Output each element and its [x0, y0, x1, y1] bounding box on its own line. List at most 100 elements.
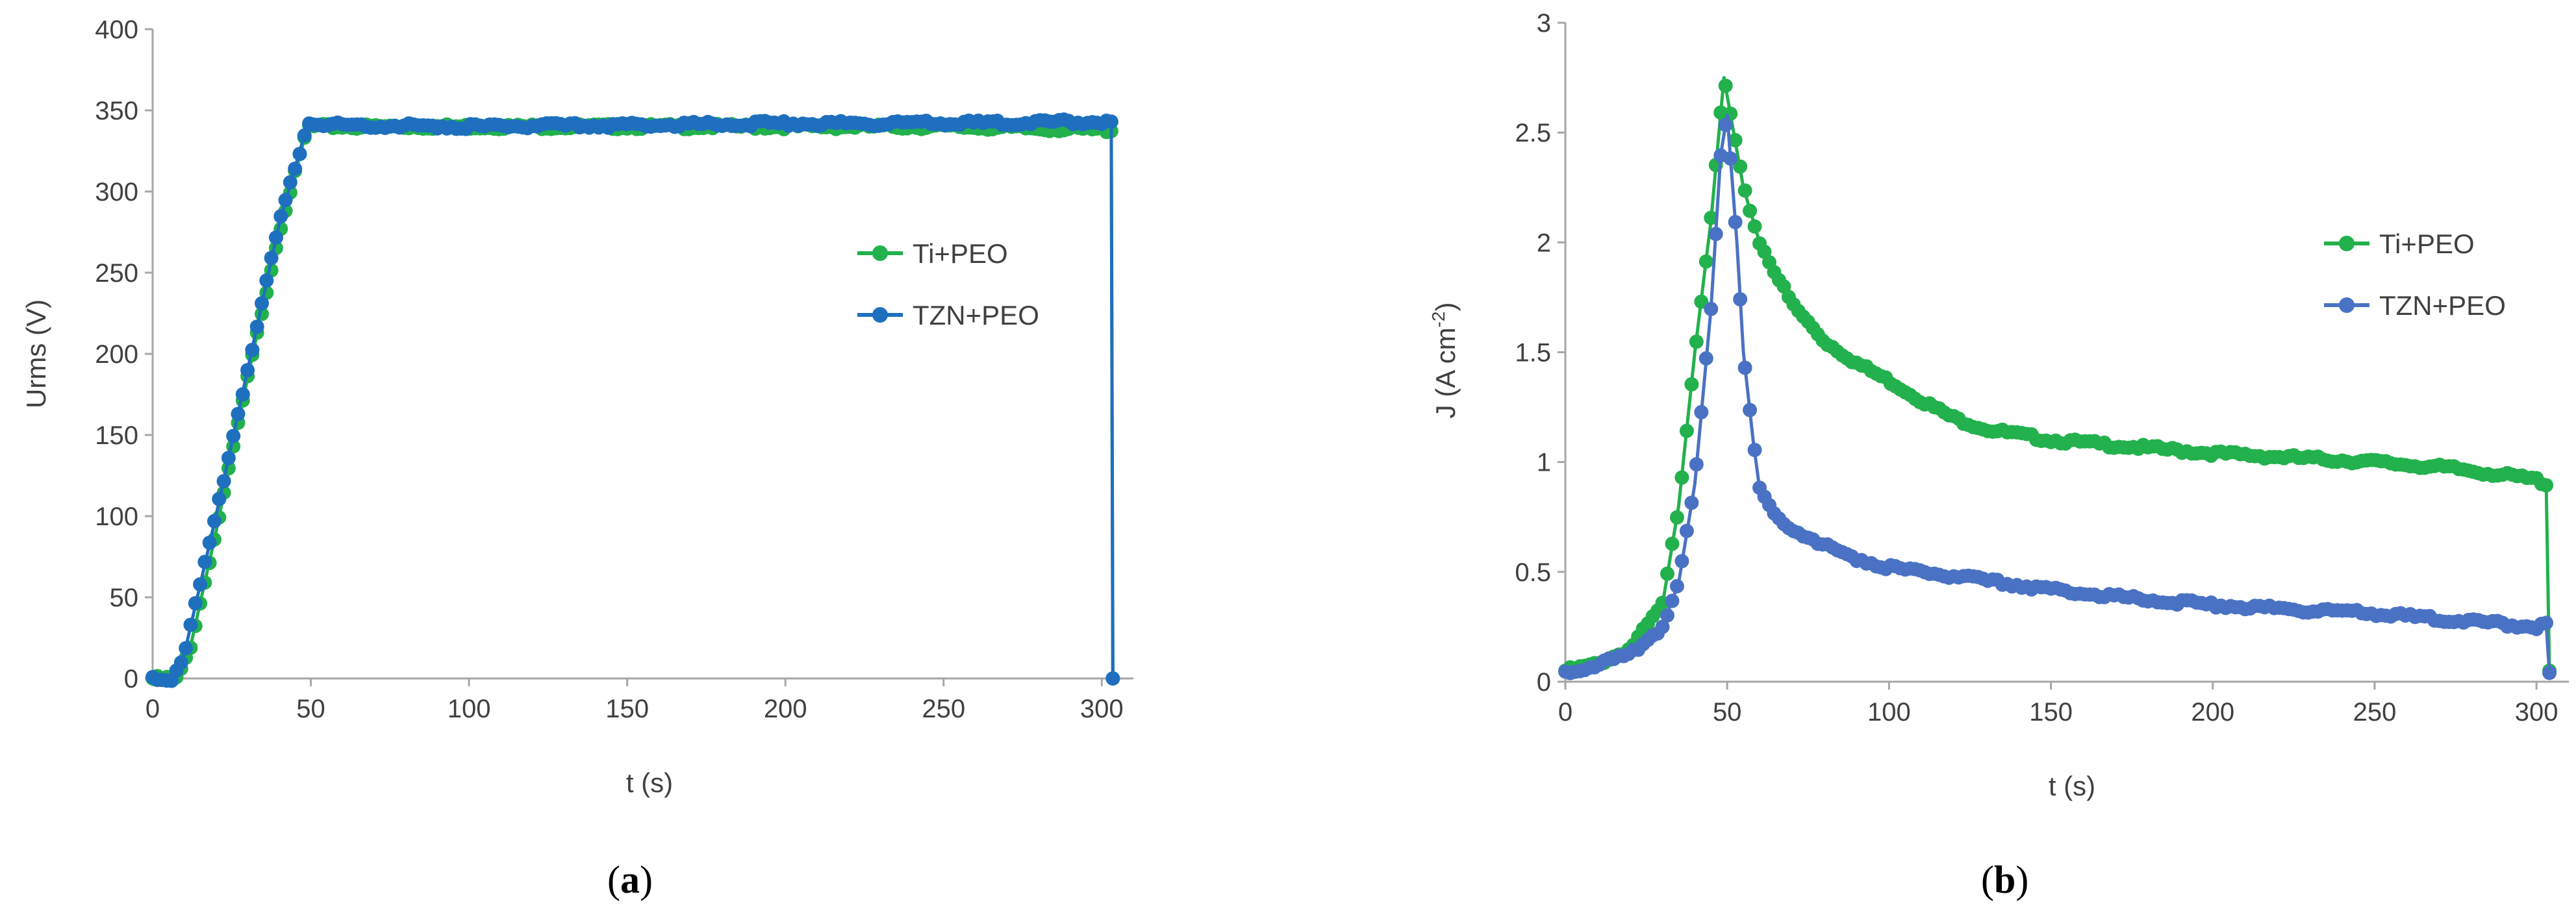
- series-point-ti-peo: [1679, 423, 1694, 438]
- series-point-tzn-peo: [1105, 671, 1120, 686]
- series-point-tzn-peo: [1665, 593, 1680, 608]
- y-tick-label: 0: [124, 665, 138, 693]
- y-tick-label: 150: [95, 421, 138, 450]
- x-tick-label: 200: [764, 695, 807, 723]
- y-axis-label: Urms (V): [21, 299, 51, 408]
- x-tick-label: 150: [605, 695, 649, 723]
- series-point-tzn-peo: [216, 474, 231, 489]
- series-point-tzn-peo: [193, 577, 208, 592]
- series-point-tzn-peo: [1660, 608, 1674, 623]
- series-point-ti-peo: [1728, 132, 1743, 147]
- x-tick-label: 300: [2515, 698, 2558, 727]
- series-point-tzn-peo: [259, 273, 274, 288]
- y-tick-label: 400: [95, 16, 138, 44]
- series-point-tzn-peo: [179, 641, 194, 656]
- series-point-ti-peo: [1747, 219, 1762, 234]
- series-point-tzn-peo: [1728, 215, 1743, 230]
- series-point-tzn-peo: [1694, 404, 1709, 419]
- series-line-tzn-peo: [153, 120, 1115, 680]
- series-point-tzn-peo: [297, 128, 312, 143]
- series-point-tzn-peo: [1669, 578, 1684, 593]
- series-point-tzn-peo: [273, 209, 288, 224]
- series-point-tzn-peo: [1747, 443, 1762, 458]
- series-point-ti-peo: [1689, 334, 1704, 349]
- x-tick-label: 100: [448, 695, 491, 723]
- x-tick-label: 50: [1713, 698, 1742, 727]
- series-point-tzn-peo: [221, 451, 236, 466]
- series-point-tzn-peo: [1689, 457, 1704, 472]
- series-point-ti-peo: [1669, 510, 1684, 525]
- panel-label-a: (a): [607, 858, 653, 901]
- chart-panel-b: 0 0.5 1 1.5 2 2.5 3 0 50 100 150 200 250 300 t (s) J…: [1428, 9, 2569, 901]
- x-axis-label: t (s): [2049, 771, 2095, 801]
- series-point-tzn-peo: [1684, 495, 1699, 510]
- y-tick-label: 250: [95, 259, 138, 288]
- y-tick-label: 50: [110, 584, 139, 612]
- x-axis-label: t (s): [626, 767, 673, 798]
- series-point-tzn-peo: [1674, 554, 1689, 569]
- series-point-tzn-peo: [268, 230, 283, 245]
- series-point-tzn-peo: [1704, 301, 1719, 316]
- series-point-ti-peo: [1684, 377, 1699, 391]
- series-point-tzn-peo: [1698, 351, 1713, 366]
- x-tick-label: 250: [922, 695, 965, 723]
- series-point-ti-peo: [1704, 210, 1719, 225]
- legend-marker-tzn-peo: [872, 307, 888, 323]
- legend-marker-tzn-peo: [2339, 297, 2355, 313]
- series-line-ti-peo: [153, 125, 1115, 680]
- series-point-ti-peo: [1743, 203, 1758, 218]
- series-point-tzn-peo: [2539, 615, 2554, 630]
- series-point-tzn-peo: [249, 319, 264, 334]
- series-point-tzn-peo: [212, 491, 227, 506]
- series-point-tzn-peo: [1723, 151, 1738, 166]
- series-point-ti-peo: [2539, 478, 2554, 493]
- x-tick-label: 50: [296, 695, 325, 723]
- y-tick-label: 1.5: [1515, 339, 1551, 367]
- series-point-tzn-peo: [202, 535, 217, 550]
- panel-label-b: (b): [1981, 858, 2028, 901]
- series-point-tzn-peo: [1708, 227, 1723, 242]
- series-point-ti-peo: [1737, 183, 1752, 198]
- y-axis-label: J (A cm-2): [1428, 303, 1461, 419]
- x-tick-label: 250: [2353, 698, 2397, 727]
- x-tick-label: 0: [145, 695, 160, 723]
- series-point-tzn-peo: [188, 596, 203, 611]
- series-point-tzn-peo: [183, 617, 198, 632]
- legend-label-ti-peo: Ti+PEO: [913, 238, 1008, 269]
- series-point-tzn-peo: [240, 363, 255, 378]
- series-point-tzn-peo: [231, 406, 246, 421]
- series-point-ti-peo: [1660, 566, 1674, 581]
- series-point-tzn-peo: [1679, 523, 1694, 538]
- legend: Ti+PEO TZN+PEO: [2324, 229, 2506, 321]
- series-point-tzn-peo: [235, 387, 250, 402]
- series-point-tzn-peo: [255, 296, 270, 311]
- chart-panel-a: 0 50 100 150 200 250 300 350 400 0 50 100 150 200 250…: [21, 16, 1133, 901]
- legend-marker-ti-peo: [872, 245, 888, 261]
- y-tick-label: 0: [1537, 668, 1551, 697]
- series-point-tzn-peo: [1718, 118, 1733, 132]
- y-tick-label: 200: [95, 340, 138, 369]
- series-point-ti-peo: [1718, 78, 1733, 93]
- series-point-tzn-peo: [207, 514, 221, 528]
- series-point-tzn-peo: [1733, 292, 1748, 306]
- legend-label-ti-peo: Ti+PEO: [2379, 229, 2475, 259]
- y-tick-label: 300: [95, 178, 138, 206]
- series-point-tzn-peo: [1743, 403, 1758, 417]
- series-point-tzn-peo: [288, 161, 303, 176]
- series-point-tzn-peo: [278, 193, 293, 208]
- series-point-tzn-peo: [245, 342, 260, 357]
- series-point-tzn-peo: [226, 429, 241, 443]
- series-point-tzn-peo: [1104, 114, 1118, 129]
- legend: Ti+PEO TZN+PEO: [857, 238, 1039, 330]
- y-tick-label: 3: [1537, 9, 1551, 38]
- y-tick-label: 350: [95, 97, 138, 125]
- y-tick-label: 0.5: [1515, 558, 1551, 587]
- series-point-tzn-peo: [173, 655, 188, 670]
- x-tick-label: 150: [2029, 698, 2073, 727]
- series-point-tzn-peo: [283, 175, 297, 190]
- series-point-tzn-peo: [2542, 665, 2557, 680]
- series-point-tzn-peo: [264, 251, 279, 266]
- y-tick-label: 2.5: [1515, 119, 1551, 147]
- series-point-ti-peo: [1674, 470, 1689, 485]
